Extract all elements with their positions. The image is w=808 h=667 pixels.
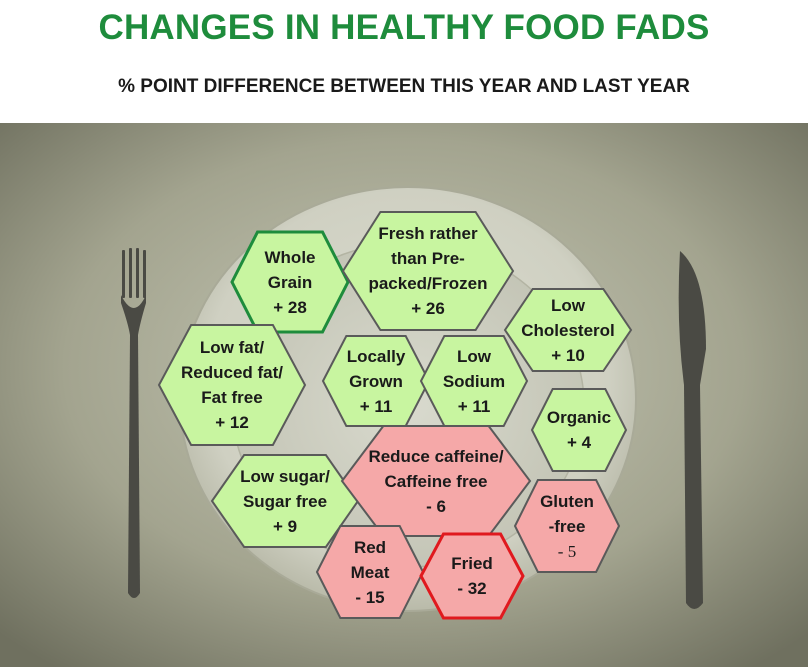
hexagon-value: + 12 xyxy=(215,413,249,432)
hexagon-label-low-sugar: Low sugar/Sugar free + 9 xyxy=(212,455,358,547)
hexagon-label-fried: Fried - 32 xyxy=(421,534,523,618)
hexagon-label-line: Fried xyxy=(451,554,493,573)
hexagon-label-line: Locally xyxy=(346,346,406,366)
hexagon-label-line: Sodium xyxy=(442,371,506,391)
hexagon-label-line: Grown xyxy=(349,371,403,391)
hexagon-value: + 11 xyxy=(457,396,491,416)
hexagon-value: + 4 xyxy=(566,433,592,452)
knife-icon xyxy=(678,251,706,609)
hexagon-organic xyxy=(530,388,628,472)
hexagon-label-whole-grain: Whole Grain + 28 xyxy=(232,232,348,332)
hexagon-value: + 9 xyxy=(272,516,298,536)
hexagon-label-line: Low xyxy=(457,346,491,366)
hexagon-value: + 26 xyxy=(411,299,445,318)
hexagon-value: - 32 xyxy=(457,579,487,598)
hexagon-label-line: Meat xyxy=(350,562,390,582)
hexagon-fresh xyxy=(341,211,515,331)
hexagon-label-line: than Pre- xyxy=(391,249,465,268)
hexagon-label-line: Grain xyxy=(267,272,313,292)
chart-title: CHANGES IN HEALTHY FOOD FADS xyxy=(98,8,710,47)
hexagon-label-low-cholesterol: Low Cholesterol + 10 xyxy=(505,289,631,371)
fork-icon xyxy=(121,248,146,598)
hexagon-label-organic: Organic + 4 xyxy=(532,389,626,471)
hexagon-label-gluten-free: Gluten -free - 5 xyxy=(515,480,619,572)
hexagon-value: + 28 xyxy=(273,297,307,317)
hexagon-label-line: -free xyxy=(548,516,586,536)
hexagon-label-fresh: Fresh rather than Pre-packed/Frozen + 26 xyxy=(343,212,513,330)
hexagon-label-line: Reduced fat/ xyxy=(180,363,284,382)
hexagon-label-line: Caffeine free xyxy=(384,471,488,491)
hexagon-label-line: Low xyxy=(551,295,585,315)
hexagon-low-fat xyxy=(157,324,307,446)
hexagon-label-line: Low fat/ xyxy=(199,338,265,357)
hexagon-value: + 11 xyxy=(359,396,393,416)
hexagon-label-red-meat: Red Meat - 15 xyxy=(317,526,423,618)
chart-subtitle: % POINT DIFFERENCE BETWEEN THIS YEAR AND… xyxy=(118,76,690,97)
hexagon-label-line: Whole xyxy=(264,247,316,267)
hexagon-label-line: Gluten xyxy=(540,491,594,511)
hexagon-label-locally-grown: Locally Grown + 11 xyxy=(323,336,429,426)
hexagon-label-line: Organic xyxy=(546,408,612,427)
hexagon-label-line: Fresh rather xyxy=(378,224,478,243)
hexagon-value: - 5 xyxy=(557,541,577,561)
hexagon-value: - 6 xyxy=(426,496,446,516)
hexagon-label-low-sodium: Low Sodium + 11 xyxy=(421,336,527,426)
hexagon-label-line: Red xyxy=(353,537,387,557)
hexagon-low-cholesterol xyxy=(503,288,633,372)
hexagon-label-line: Low sugar/ xyxy=(240,466,330,486)
hexagon-gluten-free xyxy=(513,479,621,573)
hexagon-label-line: Fat free xyxy=(201,388,263,407)
hexagon-label-line: Sugar free xyxy=(242,491,328,511)
hexagon-value: - 15 xyxy=(355,587,385,607)
hexagon-label-line: Reduce caffeine/ xyxy=(368,446,504,466)
hexagon-fried xyxy=(419,532,525,620)
hexagon-value: + 10 xyxy=(551,345,585,365)
hexagon-label-line: packed/Frozen xyxy=(368,274,488,293)
hexagon-label-line: Cholesterol xyxy=(521,320,615,340)
hexagon-label-reduce-caffeine: Reduce caffeine/Caffeine free - 6 xyxy=(342,426,530,536)
hexagon-label-low-fat: Low fat/Reduced fat/Fat free + 12 xyxy=(159,325,305,445)
